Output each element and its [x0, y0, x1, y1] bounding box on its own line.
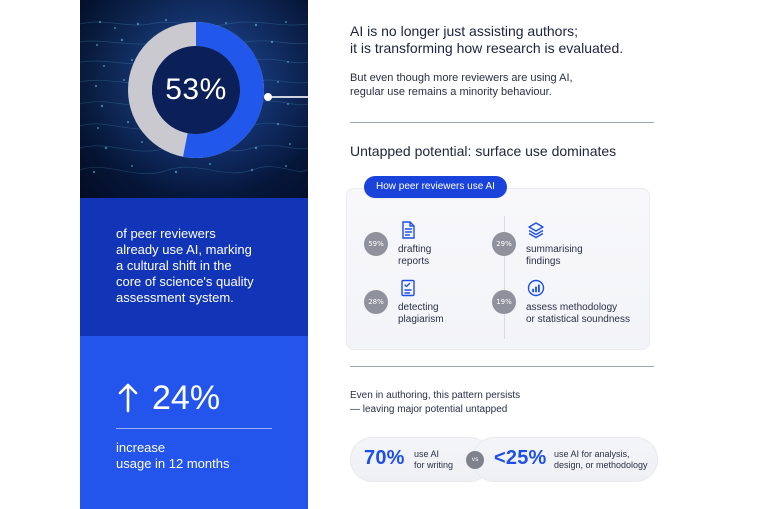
usage-divider	[116, 428, 272, 429]
usage-percent-badge: 59%	[364, 232, 388, 256]
top-section-divider	[350, 122, 654, 123]
usage-increase-value: 24%	[152, 379, 221, 417]
analysis-percentage: <25%	[494, 447, 547, 469]
usage-item-drafting-reports: 59% drafting reports	[364, 220, 504, 267]
section-title: Untapped potential: surface use dominate…	[350, 143, 617, 159]
usage-pill: How peer reviewers use AI	[364, 176, 507, 198]
usage-label: assess methodology or statistical soundn…	[526, 302, 630, 325]
right-content-panel: AI is no longer just assisting authors; …	[346, 0, 768, 509]
analysis-label: use AI for analysis, design, or methodol…	[554, 449, 648, 470]
layers-icon	[528, 222, 544, 239]
writing-label: use AI for writing	[414, 449, 454, 470]
usage-increase-row: 24%	[116, 378, 296, 418]
usage-label: summarising findings	[526, 244, 583, 267]
up-arrow-icon	[118, 383, 138, 413]
hero-panel: 53%	[80, 0, 308, 198]
usage-growth-block: 24% increase usage in 12 months	[80, 336, 308, 509]
usage-label: drafting reports	[398, 244, 432, 267]
document-icon	[402, 221, 415, 239]
hero-connector-dot	[264, 93, 272, 101]
left-stat-panel: 53% of peer reviewers already use AI, ma…	[80, 0, 308, 509]
usage-percent-badge: 19%	[492, 290, 516, 314]
reviewer-adoption-block: of peer reviewers already use AI, markin…	[80, 198, 308, 336]
checklist-icon	[401, 279, 415, 297]
usage-increase-caption: increase usage in 12 months	[116, 440, 230, 471]
authoring-copy: Even in authoring, this pattern persists…	[350, 390, 521, 415]
donut-ring	[128, 22, 264, 158]
subheadline: But even though more reviewers are using…	[350, 72, 573, 98]
usage-card	[346, 188, 650, 350]
usage-item-assess-methodology: 19% assess methodology or statistical so…	[492, 278, 632, 325]
usage-percent-badge: 29%	[492, 232, 516, 256]
headline: AI is no longer just assisting authors; …	[350, 23, 624, 56]
vs-badge: vs	[466, 451, 484, 469]
analysis-comparison-pill: <25% use AI for analysis, design, or met…	[472, 437, 658, 482]
usage-item-summarising-findings: 29% summarising findings	[492, 220, 632, 267]
hero-connector-line	[266, 96, 308, 98]
writing-percentage: 70%	[364, 447, 405, 469]
reviewer-adoption-text: of peer reviewers already use AI, markin…	[116, 226, 254, 305]
usage-item-detecting-plagiarism: 28% detecting plagiarism	[364, 278, 504, 325]
middle-section-divider	[350, 366, 654, 367]
chart-icon	[527, 279, 545, 297]
percentage-donut-chart: 53%	[126, 20, 266, 160]
usage-card-divider	[504, 216, 505, 339]
donut-percentage-label: 53%	[165, 73, 227, 106]
usage-label: detecting plagiarism	[398, 302, 444, 325]
usage-percent-badge: 28%	[364, 290, 388, 314]
